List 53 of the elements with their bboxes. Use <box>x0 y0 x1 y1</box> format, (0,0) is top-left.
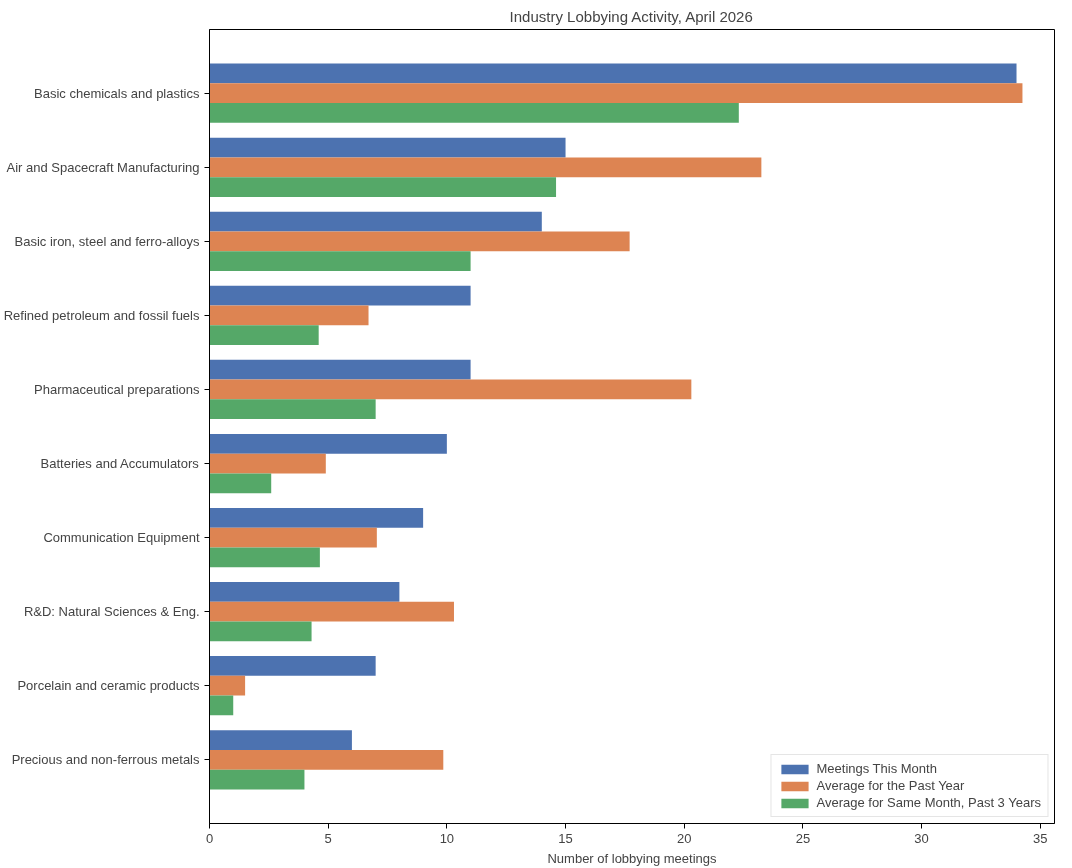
x-tick-label: 0 <box>205 830 214 846</box>
y-tick-label: Air and Spacecraft Manufacturing <box>6 159 200 175</box>
y-tick-label: Batteries and Accumulators <box>40 456 200 472</box>
legend-label: Average for Same Month, Past 3 Years <box>816 795 1041 810</box>
bar <box>209 507 424 528</box>
bar <box>209 83 1023 104</box>
x-tick-label: 25 <box>795 830 811 846</box>
bar <box>209 103 739 123</box>
bar <box>209 399 376 420</box>
x-tick-label: 15 <box>558 830 573 846</box>
bar <box>209 379 692 400</box>
bar <box>209 325 319 346</box>
x-tick-label: 20 <box>676 830 692 846</box>
y-tick-label: Communication Equipment <box>43 530 200 546</box>
chart-title: Industry Lobbying Activity, April 2026 <box>509 7 753 25</box>
bar <box>209 305 369 326</box>
bar <box>209 453 326 474</box>
bar <box>209 285 471 306</box>
bar <box>209 231 630 252</box>
bar <box>209 675 246 696</box>
x-tick-label: 35 <box>1033 830 1048 846</box>
legend-label: Meetings This Month <box>816 761 937 776</box>
bar <box>209 63 1017 84</box>
bar <box>209 749 444 770</box>
bar <box>209 547 320 568</box>
bar <box>209 695 234 716</box>
bar <box>209 656 376 676</box>
bar <box>209 730 352 750</box>
bar <box>209 211 542 232</box>
bar <box>209 157 762 178</box>
legend-label: Average for the Past Year <box>816 778 965 793</box>
y-tick-label: Basic iron, steel and ferro-alloys <box>14 233 200 249</box>
bar <box>209 251 471 271</box>
y-tick-label: Refined petroleum and fossil fuels <box>3 307 200 323</box>
bar <box>209 621 312 642</box>
x-tick-label: 30 <box>914 830 929 846</box>
bar <box>209 527 377 548</box>
bar <box>209 601 454 622</box>
bar <box>209 137 566 158</box>
bar <box>209 177 557 197</box>
bar <box>209 433 447 454</box>
x-tick-label: 5 <box>324 830 332 846</box>
y-tick-label: Basic chemicals and plastics <box>34 85 200 101</box>
y-tick-label: Porcelain and ceramic products <box>17 678 200 694</box>
bar <box>209 359 471 380</box>
bar <box>209 473 272 494</box>
x-tick-label: 10 <box>439 830 455 846</box>
y-tick-label: R&D: Natural Sciences & Eng. <box>23 604 200 620</box>
y-tick-label: Pharmaceutical preparations <box>34 381 200 397</box>
bar <box>209 769 305 790</box>
bar <box>209 582 400 602</box>
y-tick-label: Precious and non-ferrous metals <box>11 752 200 768</box>
x-axis-title: Number of lobbying meetings <box>547 850 718 866</box>
